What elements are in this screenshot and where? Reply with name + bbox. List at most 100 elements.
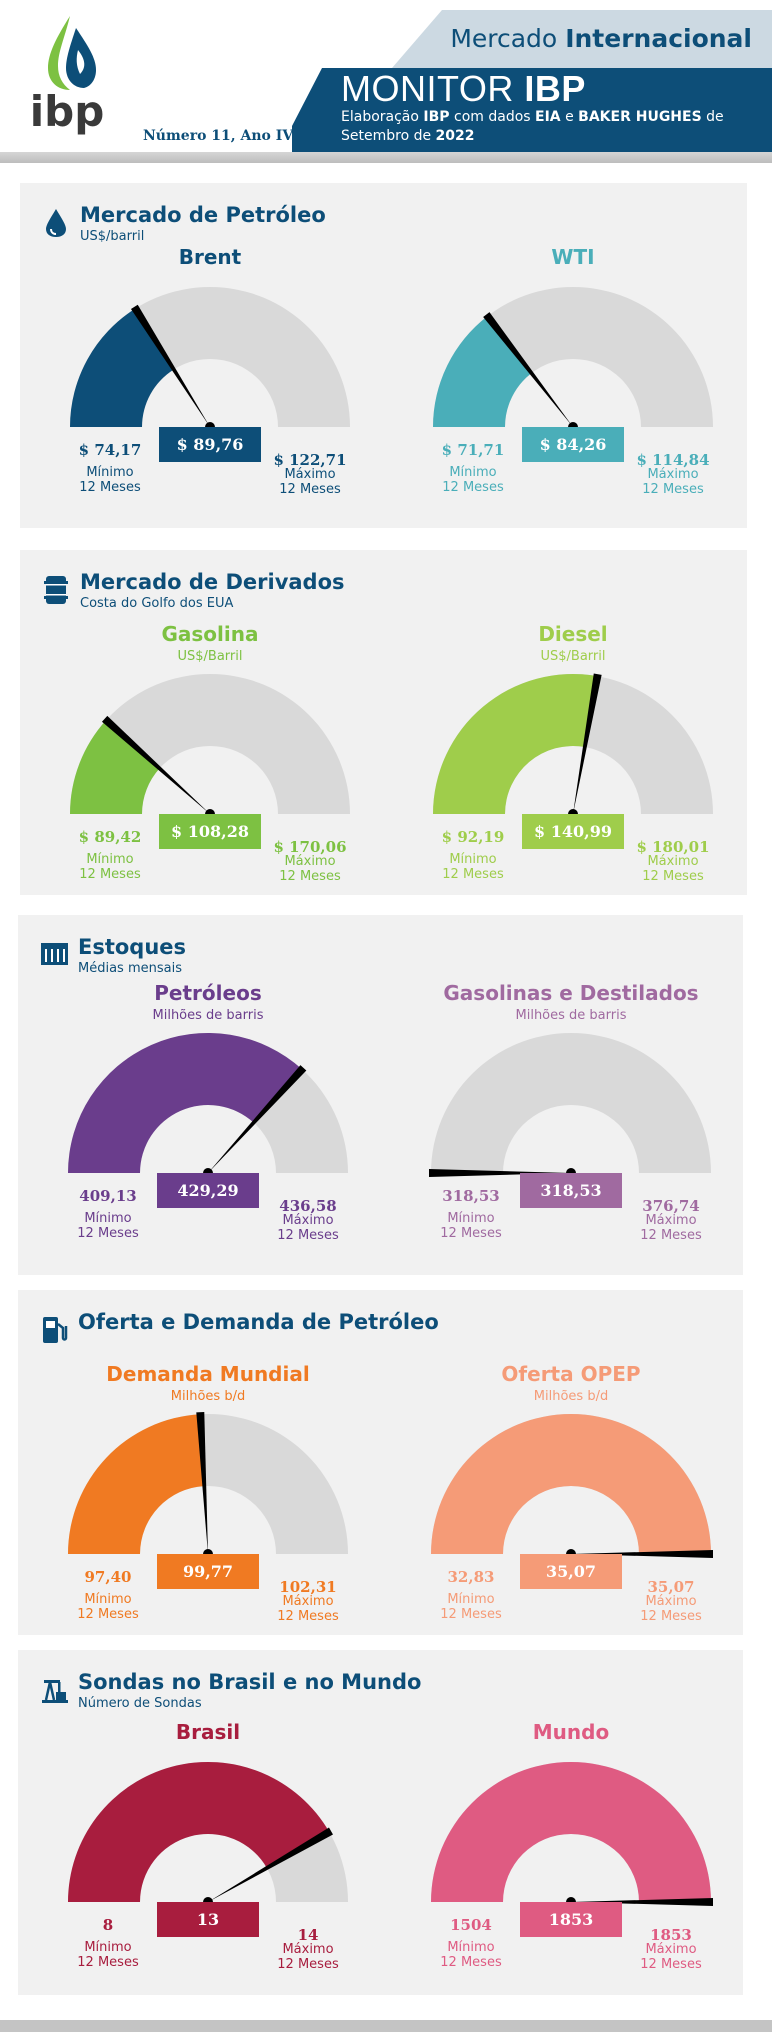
gauge-track (431, 1033, 711, 1173)
gauge-chart (429, 1033, 711, 1178)
gauge-current-value: $ 84,26 (522, 427, 624, 462)
gauge-max-value: 14 (297, 1926, 319, 1944)
gauge-fill (68, 1033, 303, 1173)
gauge-needle (571, 1550, 713, 1558)
monitor-title: MONITOR IBP (341, 68, 586, 109)
gauge-fill (431, 1414, 711, 1554)
gauge-fill (68, 1414, 205, 1554)
gauge-min-value: 32,83 (447, 1568, 495, 1586)
gauge-chart (431, 1762, 713, 1907)
section-subtitle: US$/barril (80, 229, 145, 244)
gauge-oferta-opep: Oferta OPEP Milhões b/d 35,07 32,83 Mínimo 12… (421, 1362, 721, 1624)
footer-divider (0, 2020, 772, 2032)
gauge-min-caption: Mínimo 12 Meses (77, 1592, 139, 1622)
gauge-max-value: $ 122,71 (273, 451, 347, 469)
logo-drop-green (48, 16, 70, 90)
gauge-needle (130, 304, 210, 427)
oil-rig-icon (42, 1680, 68, 1703)
ibp-logo: ibp (30, 16, 105, 136)
section-oferta-e-demanda-de-petr-leo: Oferta e Demanda de Petróleo Demanda Mund… (18, 1290, 743, 1635)
gauge-current-value: 99,77 (157, 1554, 259, 1589)
gauge-title: Diesel (538, 622, 608, 646)
gauge-fill (70, 308, 174, 427)
gauge-gasolina: Gasolina US$/Barril $ 108,28 $ 89,42 Mínimo 1… (60, 622, 360, 884)
gauge-max-caption: Máximo 12 Meses (642, 467, 704, 497)
section-subtitle: Costa do Golfo dos EUA (80, 596, 234, 611)
gauge-min-value: $ 71,71 (441, 441, 505, 459)
gauge-min-caption: Mínimo 12 Meses (77, 1940, 139, 1970)
gauge-max-caption: Máximo 12 Meses (279, 854, 341, 884)
gauge-max-caption: Máximo 12 Meses (277, 1594, 339, 1624)
gauge-fill (431, 1762, 711, 1902)
gauge-current-value: $ 108,28 (159, 814, 261, 849)
gauge-min-caption: Mínimo 12 Meses (440, 1940, 502, 1970)
gauge-chart (433, 673, 713, 819)
gauge-needle (208, 1065, 307, 1173)
barrel-icon (44, 576, 68, 604)
gauge-max-value: 436,58 (279, 1197, 337, 1215)
gauge-title: WTI (551, 245, 595, 269)
gauge-fill (68, 1762, 330, 1902)
gauge-unit: Milhões b/d (533, 1389, 609, 1404)
monitor-band (292, 68, 772, 152)
gauge-fill (433, 674, 598, 814)
gauge-title: Brasil (175, 1720, 241, 1744)
section-estoques: Estoques Médias mensais Petróleos Milhões d… (18, 915, 743, 1275)
gauge-brent: Brent $ 89,76 $ 74,17 Mínimo 12 Meses $ 122,7… (60, 245, 360, 505)
logo-text: ibp (30, 87, 105, 136)
section-mercado-de-derivados: Mercado de Derivados Costa do Golfo dos E… (20, 550, 747, 895)
gauge-min-value: 409,13 (79, 1187, 137, 1205)
gauge-unit: US$/Barril (177, 649, 243, 664)
gauge-wti: WTI $ 84,26 $ 71,71 Mínimo 12 Meses $ 114,84 M… (423, 245, 723, 505)
gauge-max-value: $ 170,06 (273, 838, 347, 856)
gauge-chart (433, 287, 713, 432)
gauge-petr-leos: Petróleos Milhões de barris 429,29 409,13 Mí… (58, 981, 358, 1243)
gauge-min-value: $ 92,19 (441, 828, 505, 846)
gauge-max-caption: Máximo 12 Meses (640, 1942, 702, 1972)
gauge-current-value: 35,07 (520, 1554, 622, 1589)
gauge-chart (70, 674, 350, 819)
gauge-chart (431, 1414, 713, 1559)
gauge-max-value: 376,74 (642, 1197, 700, 1215)
gauge-min-caption: Mínimo 12 Meses (79, 465, 141, 495)
gauge-max-value: $ 180,01 (636, 838, 710, 856)
gauge-title: Gasolina (161, 622, 259, 646)
header-divider (0, 152, 772, 163)
gauge-max-caption: Máximo 12 Meses (277, 1213, 339, 1243)
gauge-unit: US$/Barril (540, 649, 606, 664)
gauge-needle (573, 673, 602, 814)
gauge-needle (208, 1827, 333, 1902)
gauge-min-caption: Mínimo 12 Meses (77, 1211, 139, 1241)
gauge-max-caption: Máximo 12 Meses (640, 1213, 702, 1243)
gauge-gasolinas-e-destilados: Gasolinas e Destilados Milhões de barris 3… (421, 981, 721, 1243)
gauge-unit: Milhões de barris (515, 1008, 627, 1023)
gauge-min-value: 97,40 (84, 1568, 132, 1586)
gauge-max-caption: Máximo 12 Meses (279, 467, 341, 497)
logo-drop-highlight (76, 50, 85, 74)
section-subtitle: Médias mensais (78, 961, 182, 976)
gauge-chart (68, 1033, 348, 1178)
gauge-current-value: 1853 (520, 1902, 622, 1937)
gauge-current-value: 429,29 (157, 1173, 259, 1208)
gauge-max-caption: Máximo 12 Meses (277, 1942, 339, 1972)
gauge-current-value: $ 140,99 (522, 814, 624, 849)
mercado-band (392, 10, 772, 68)
gauge-max-caption: Máximo 12 Meses (640, 1594, 702, 1624)
gauge-current-value: 318,53 (520, 1173, 622, 1208)
gauge-demanda-mundial: Demanda Mundial Milhões b/d 99,77 97,40 Míni… (58, 1362, 358, 1624)
header: ibp Mercado Internacional MONITOR IBP El… (0, 0, 772, 164)
section-title: Oferta e Demanda de Petróleo (78, 1310, 439, 1334)
gauge-max-value: 102,31 (279, 1578, 337, 1596)
gauge-max-value: 1853 (650, 1926, 692, 1944)
gauge-needle (571, 1898, 713, 1906)
gauge-mundo: Mundo 1853 1504 Mínimo 12 Meses 1853 Máximo 12 … (421, 1720, 721, 1980)
gauge-diesel: Diesel US$/Barril $ 140,99 $ 92,19 Mínimo 12 … (423, 622, 723, 884)
section-mercado-de-petr-leo: Mercado de Petróleo US$/barril Brent $ 89,7… (20, 183, 747, 528)
fuel-pump-icon (43, 1317, 68, 1343)
gauge-min-value: 8 (102, 1916, 114, 1934)
gauge-min-caption: Mínimo 12 Meses (440, 1592, 502, 1622)
storage-tank-icon (41, 943, 68, 965)
gauge-min-value: 318,53 (442, 1187, 500, 1205)
gauge-needle (196, 1411, 208, 1554)
gauge-min-value: 1504 (450, 1916, 492, 1934)
